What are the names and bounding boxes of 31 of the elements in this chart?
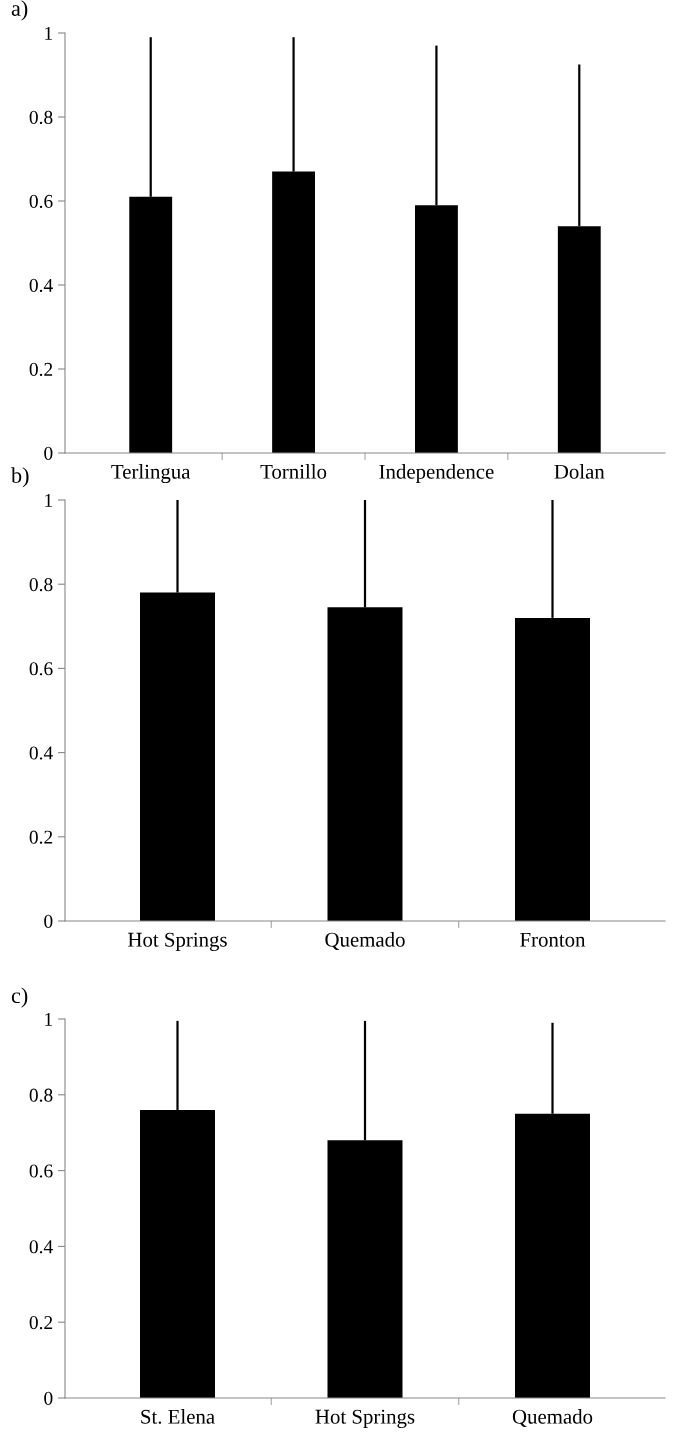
y-tick-label: 0.4 [29,1240,53,1254]
y-tick-label: 0.4 [29,746,53,760]
y-tick-label: 0 [44,914,53,928]
y-tick-label: 0 [44,1391,53,1405]
y-tick-label: 0.6 [29,662,53,676]
chart-title: b) [11,467,29,488]
y-tick-label: 0.8 [29,578,53,592]
x-tick-label: Independence [379,464,494,483]
x-tick-label: Quemado [512,1409,593,1427]
x-tick-label: Quemado [325,932,405,950]
x-tick-label: Terlingua [111,464,191,484]
x-tick-label: St. Elena [141,1409,215,1424]
x-tick-label: Fronton [520,932,586,947]
x-tick-label: Tornillo [260,464,327,479]
y-tick-label: 0.8 [29,1088,53,1102]
x-tick-label: Hot Springs [128,932,227,951]
chart-title: c) [11,987,28,1008]
y-tick-label: 1 [45,493,53,507]
y-tick-label: 0.2 [29,1316,53,1330]
y-tick-label: 0 [44,446,53,460]
y-tick-label: 0.8 [29,110,53,125]
y-tick-label: 0.4 [29,278,53,293]
y-tick-label: 0.6 [29,194,53,209]
y-tick-label: 0.2 [29,830,53,844]
y-tick-label: 1 [45,1012,53,1026]
x-tick-label: Hot Springs [315,1409,415,1428]
y-tick-label: 0.2 [29,362,53,377]
chart-title: a) [11,0,28,21]
y-tick-label: 0.6 [29,1164,53,1178]
x-tick-label: Dolan [554,464,605,479]
y-tick-label: 1 [45,26,53,40]
